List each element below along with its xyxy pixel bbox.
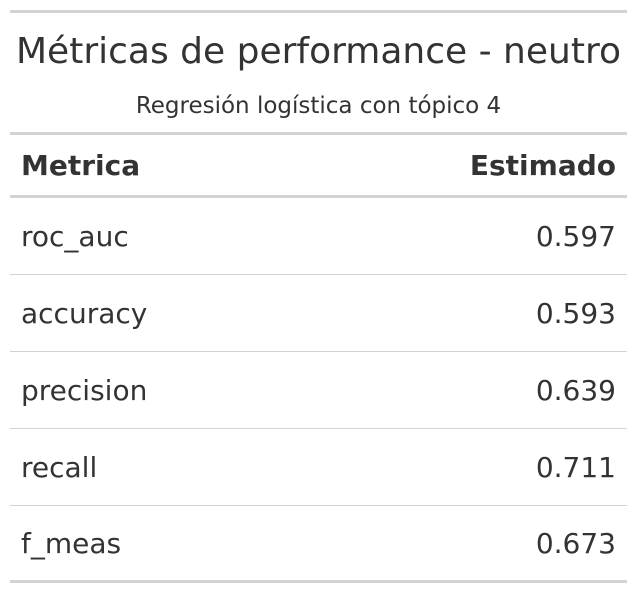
- table-row: precision 0.639: [10, 352, 627, 429]
- column-header-estimate: Estimado: [469, 148, 616, 182]
- table-row: roc_auc 0.597: [10, 198, 627, 275]
- metric-cell: f_meas: [21, 526, 122, 560]
- table-title: Métricas de performance - neutro: [16, 31, 621, 72]
- header-rule: [10, 132, 627, 135]
- metric-cell: recall: [21, 450, 98, 484]
- estimate-cell: 0.593: [535, 296, 616, 330]
- table-subtitle: Regresión logística con tópico 4: [135, 93, 502, 119]
- metric-cell: accuracy: [21, 296, 148, 330]
- metric-cell: roc_auc: [21, 219, 129, 253]
- estimate-cell: 0.711: [535, 450, 616, 484]
- column-header-row: Metrica Estimado: [10, 135, 627, 198]
- table-row: recall 0.711: [10, 429, 627, 506]
- table-top-rule: [10, 10, 627, 13]
- column-header-metric: Metrica: [21, 148, 141, 182]
- table-row: accuracy 0.593: [10, 275, 627, 352]
- metrics-table: Métricas de performance - neutro Regresi…: [10, 10, 627, 583]
- estimate-cell: 0.673: [535, 526, 616, 560]
- metric-cell: precision: [21, 373, 148, 407]
- estimate-cell: 0.597: [535, 219, 616, 253]
- estimate-cell: 0.639: [535, 373, 616, 407]
- table-row: f_meas 0.673: [10, 506, 627, 583]
